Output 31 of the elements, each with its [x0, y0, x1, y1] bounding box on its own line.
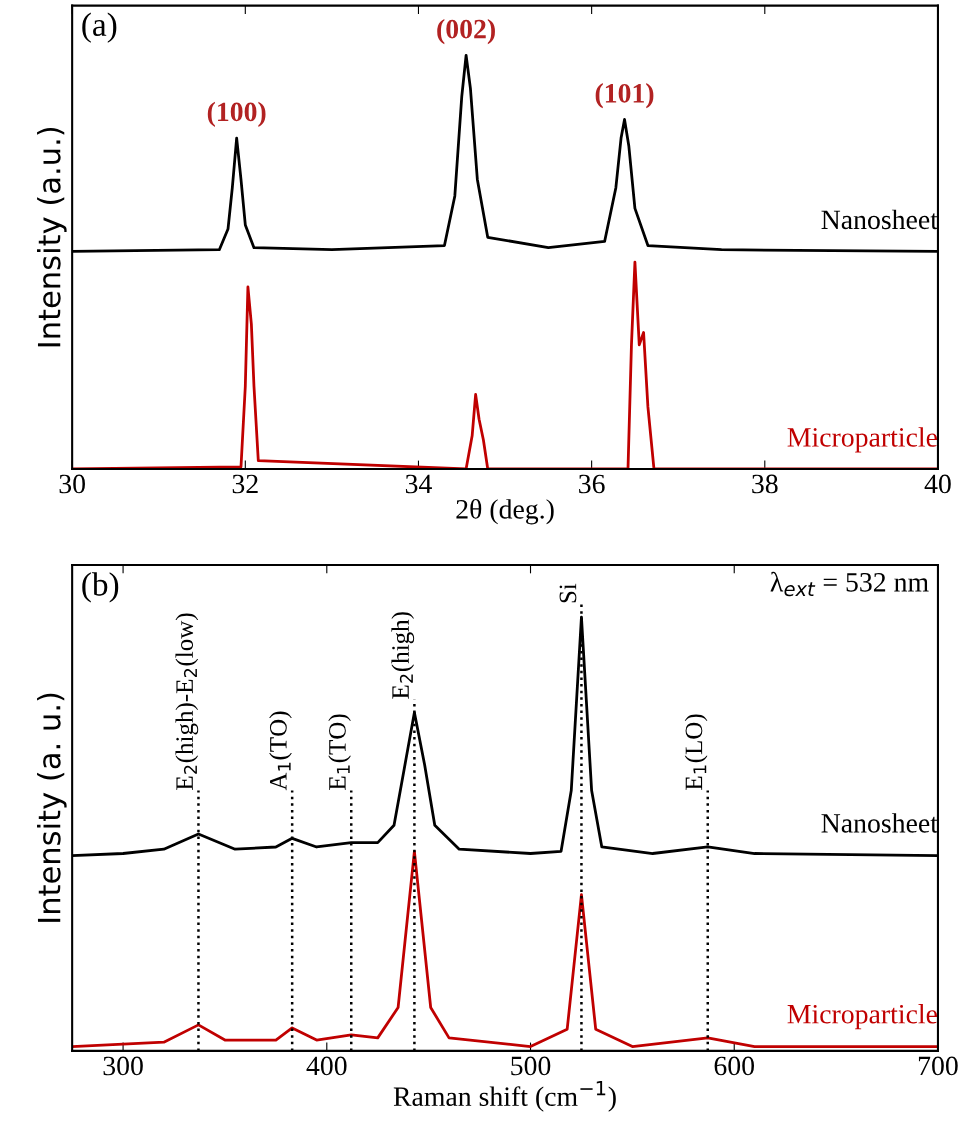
series-label: Microparticle [787, 1004, 937, 1030]
x-axis-title: Raman shift (cm$^{−1}$) [393, 1080, 616, 1112]
annotation: (101) [595, 83, 654, 109]
ref-line-label: A$_{1}$(TO) [269, 711, 292, 791]
series-label: Microparticle [787, 427, 937, 453]
x-tick-label: 500 [511, 1056, 551, 1076]
ref-line-label: Si [559, 583, 577, 603]
series-label: Nanosheet [821, 813, 938, 833]
x-tick-label: 700 [918, 1056, 958, 1076]
text: λ$_{ext}$ = 532 nm [770, 571, 929, 597]
x-axis-title: 2θ (deg.) [456, 499, 554, 525]
ref-line-label: E$_{1}$(TO) [328, 714, 351, 790]
x-tick-label: 36 [579, 474, 605, 494]
x-tick-label: 600 [714, 1056, 755, 1076]
ref-line-label: E$_{2}$(high) [391, 612, 415, 699]
y-axis-title: Intensity (a. u.) [37, 693, 67, 922]
y-axis-title: Intensity (a.u.) [37, 127, 67, 347]
annotation: (002) [437, 18, 495, 45]
x-tick-label: 32 [232, 474, 258, 494]
ref-line-label: E$_{1}$(LO) [684, 714, 708, 790]
x-tick-label: 40 [924, 474, 951, 494]
series-label: Nanosheet [821, 209, 938, 230]
x-tick-label: 34 [405, 474, 432, 494]
text: (a) [82, 12, 117, 43]
x-tick-label: 300 [103, 1056, 143, 1076]
x-tick-label: 400 [306, 1056, 347, 1076]
annotation: (100) [207, 101, 266, 127]
ref-line-label: E$_{2}$(high)-E$_{2}$(low) [175, 613, 199, 790]
x-tick-label: 38 [752, 474, 778, 494]
x-tick-label: 30 [59, 474, 85, 494]
text: (b) [82, 572, 119, 603]
